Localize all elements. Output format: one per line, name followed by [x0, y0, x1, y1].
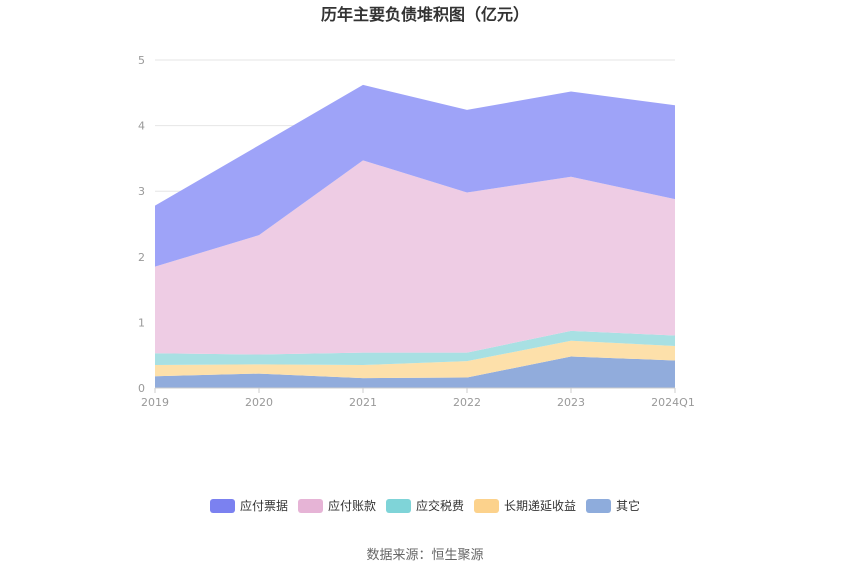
x-tick-label: 2023 [557, 396, 585, 409]
y-tick-label: 5 [138, 54, 145, 67]
legend-swatch [386, 499, 411, 513]
area-series-0 [155, 356, 675, 388]
x-axis: 2019 2020 2021 2022 2023 2024Q1 [141, 387, 695, 409]
y-tick-label: 2 [138, 251, 145, 264]
area-series-1 [155, 340, 675, 379]
x-tick-label: 2022 [453, 396, 481, 409]
area-series-2 [155, 330, 675, 366]
legend-label: 应交税费 [416, 498, 464, 513]
y-axis-ticks: 0 1 2 3 4 5 [138, 54, 145, 395]
area-series-4 [155, 84, 675, 267]
legend-swatch [298, 499, 323, 513]
legend-label: 其它 [616, 498, 640, 513]
legend: 应付票据 应付账款 应交税费 长期递延收益 其它 [210, 498, 640, 513]
legend-label: 长期递延收益 [504, 499, 576, 513]
x-tick-label: 2020 [245, 396, 273, 409]
legend-label: 应付账款 [328, 498, 376, 513]
area-series [155, 84, 675, 388]
x-tick-label: 2021 [349, 396, 377, 409]
legend-label: 应付票据 [240, 498, 288, 513]
legend-swatch [210, 499, 235, 513]
legend-swatch [474, 499, 499, 513]
x-tick-label: 2019 [141, 396, 169, 409]
area-series-3 [155, 160, 675, 355]
x-tick-label: 2024Q1 [651, 396, 695, 409]
y-tick-label: 4 [138, 120, 145, 133]
chart-title: 历年主要负债堆积图（亿元） [321, 5, 529, 24]
y-tick-label: 1 [138, 316, 145, 329]
y-tick-label: 0 [138, 382, 145, 395]
legend-swatch [586, 499, 611, 513]
data-source-note: 数据来源：恒生聚源 [366, 548, 483, 563]
y-tick-label: 3 [138, 185, 145, 198]
